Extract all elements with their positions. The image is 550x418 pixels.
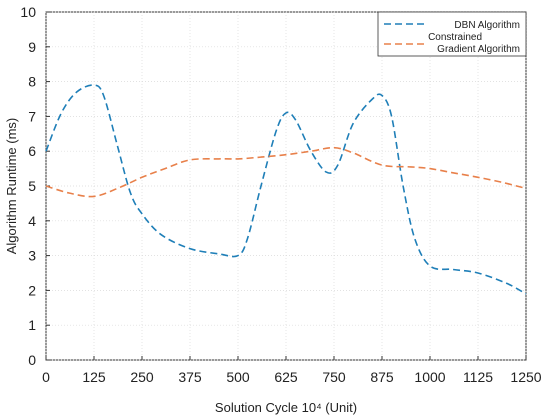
- x-tick-label: 1125: [463, 369, 493, 385]
- x-tick-label: 625: [274, 369, 298, 385]
- x-tick-label: 0: [42, 369, 50, 385]
- x-tick-label: 875: [370, 369, 394, 385]
- series-line-dbn: [45, 84, 527, 295]
- y-tick-label: 6: [28, 143, 36, 159]
- x-tick-label: 375: [178, 369, 202, 385]
- series-line-constrained-gradient: [45, 146, 527, 198]
- legend-label-dbn: DBN Algorithm: [454, 20, 520, 31]
- series-lines: [45, 84, 527, 295]
- y-tick-label: 8: [28, 74, 36, 90]
- legend-label-line: Constrained: [428, 32, 482, 43]
- y-tick-label: 0: [28, 352, 36, 368]
- y-tick-label: 3: [28, 248, 36, 264]
- x-tick-label: 750: [322, 369, 346, 385]
- y-tick-label: 1: [28, 317, 36, 333]
- x-tick-label: 125: [82, 369, 106, 385]
- legend-label-constrained-gradient: Constrained Gradient Algorithm: [428, 32, 520, 55]
- y-axis-label: Algorithm Runtime (ms): [4, 118, 19, 255]
- legend-label-line: Gradient Algorithm: [437, 44, 520, 55]
- axes: 0 125 250 375 500 625 750 875 1000 1125 1250 0 1 2 3 4 5…: [20, 4, 541, 385]
- y-tick-label: 4: [28, 213, 36, 229]
- legend: DBN Algorithm Constrained Gradient Algori…: [377, 11, 527, 57]
- legend-box: [377, 11, 527, 57]
- grid-lines: [45, 11, 527, 361]
- y-tick-label: 10: [20, 4, 36, 20]
- x-tick-label: 1000: [414, 369, 445, 385]
- x-axis-label: Solution Cycle 10⁴ (Unit): [215, 400, 357, 415]
- x-tick-label: 500: [226, 369, 250, 385]
- y-tick-label: 9: [28, 39, 36, 55]
- x-tick-label: 1250: [510, 369, 541, 385]
- y-tick-label: 7: [28, 108, 36, 124]
- y-tick-label: 5: [28, 178, 36, 194]
- y-tick-label: 2: [28, 282, 36, 298]
- x-tick-label: 250: [130, 369, 154, 385]
